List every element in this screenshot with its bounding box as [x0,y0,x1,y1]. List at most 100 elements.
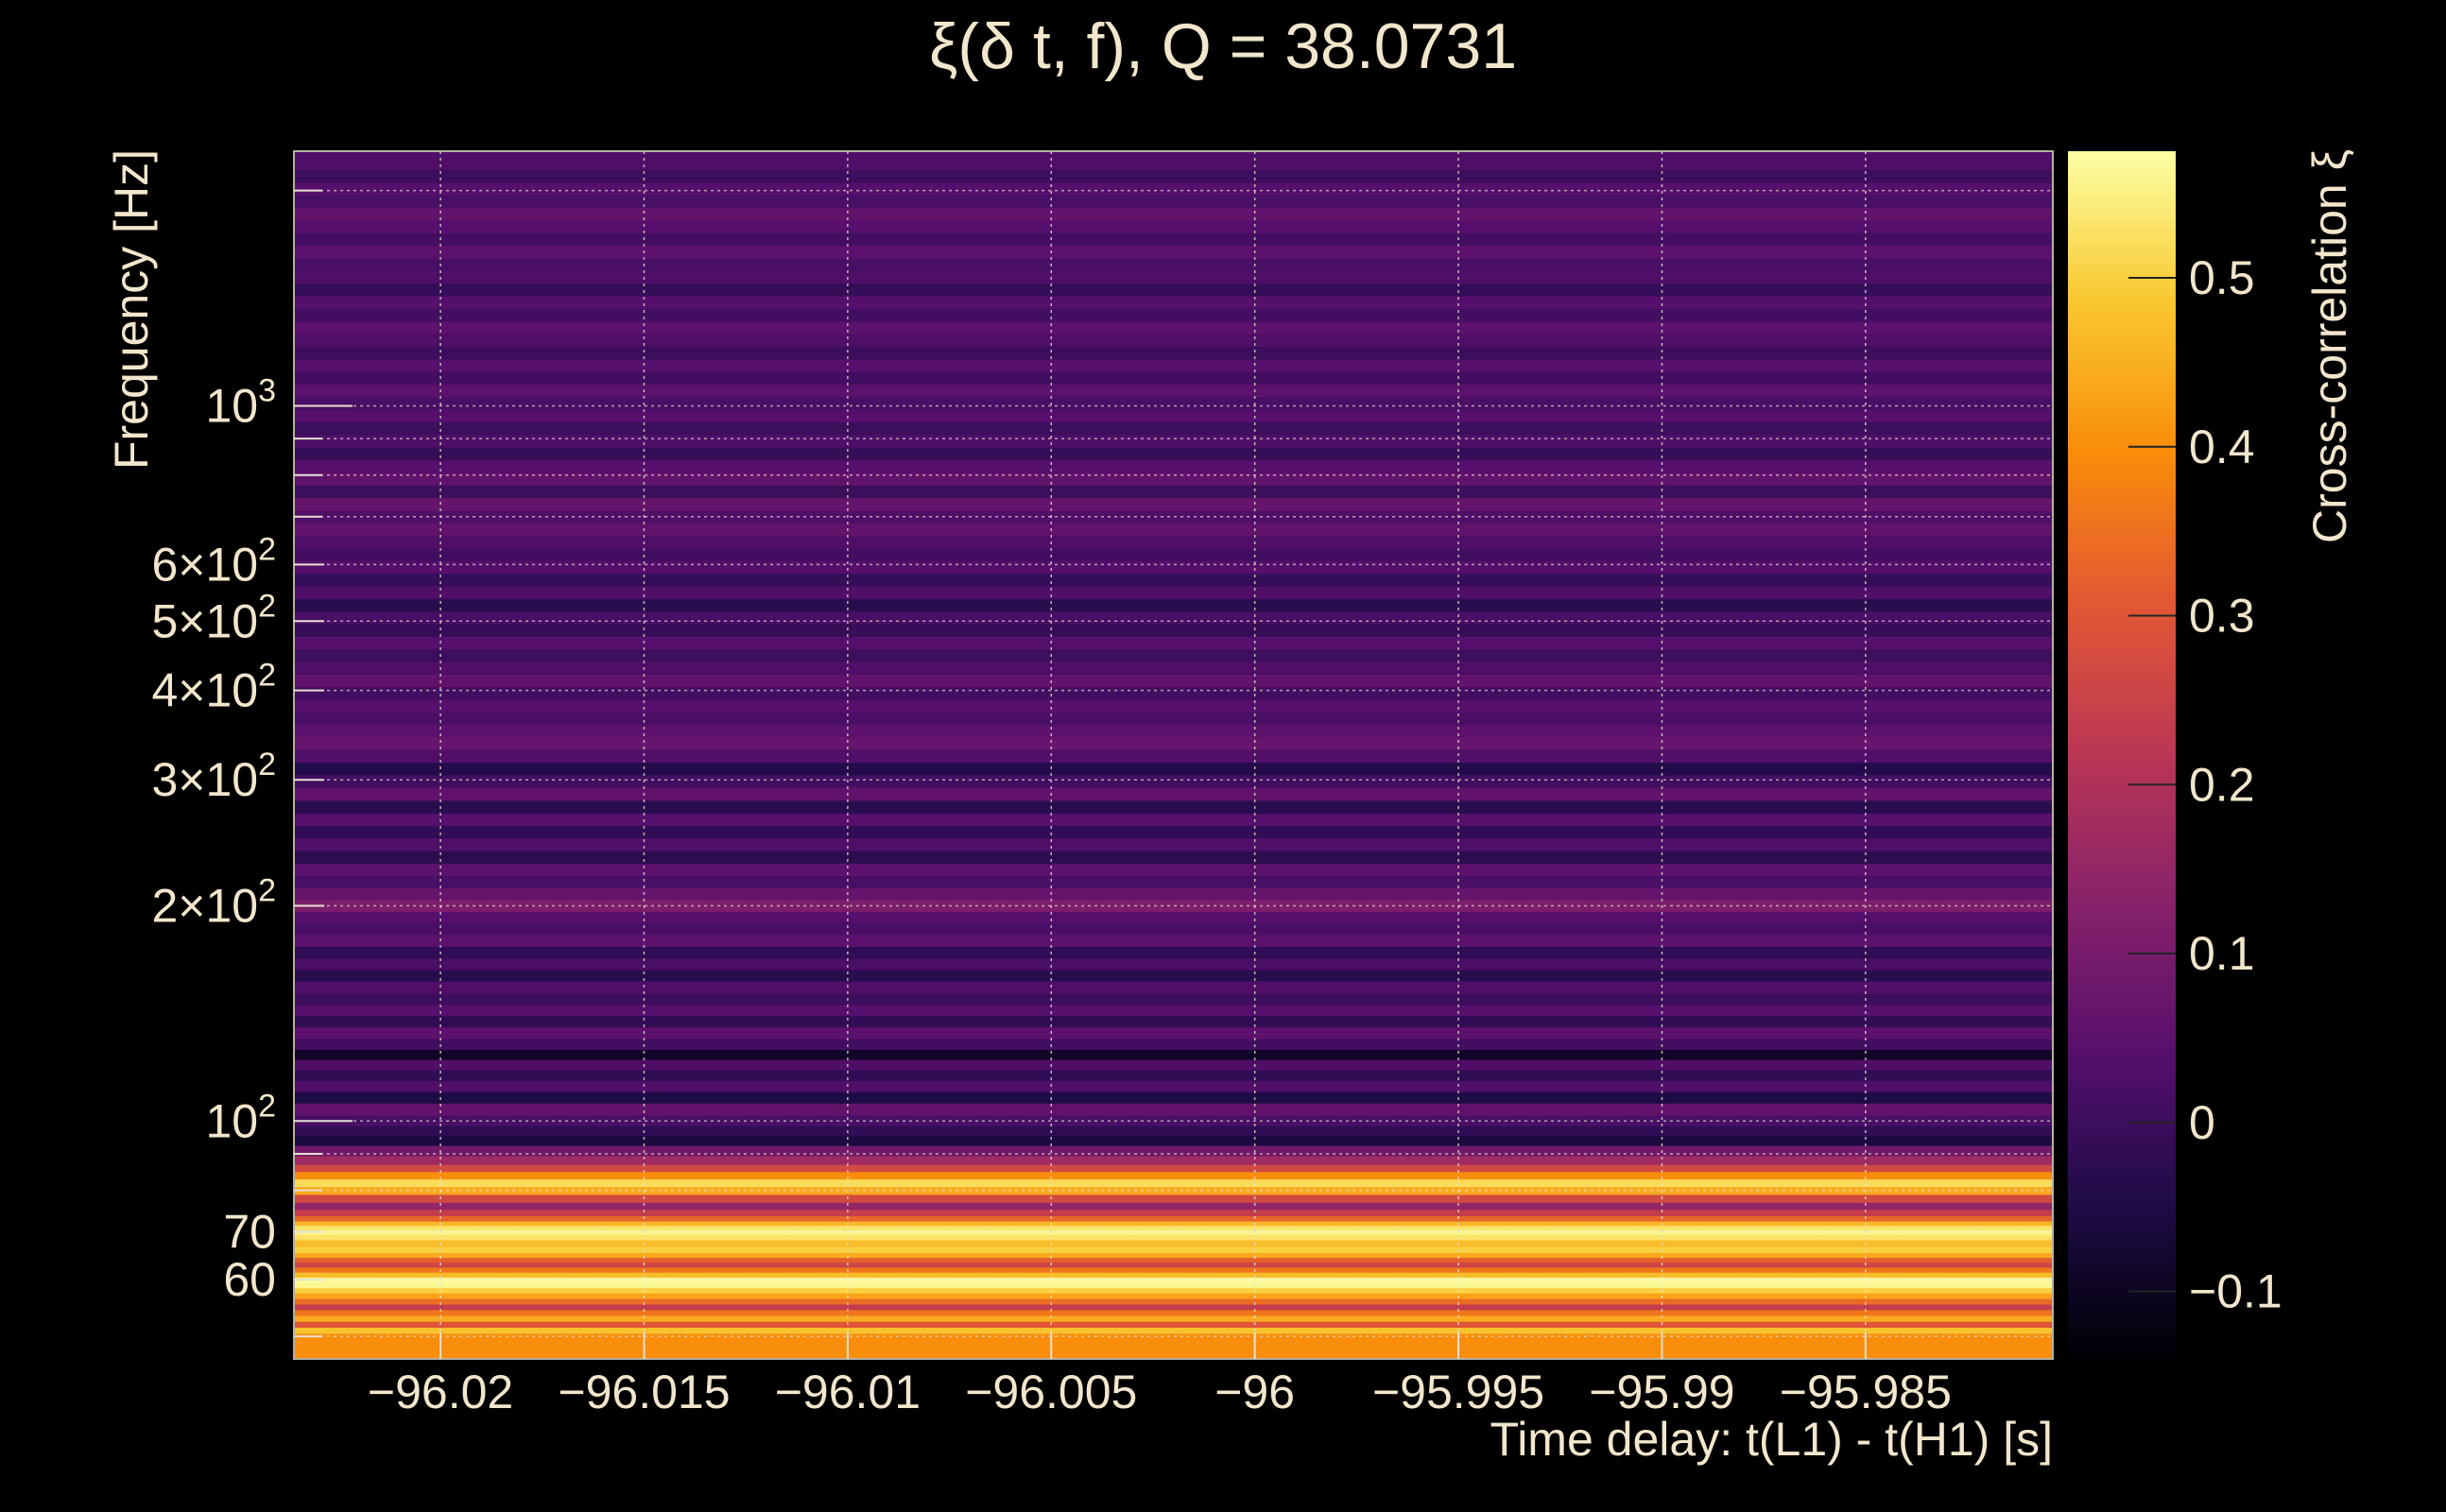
colorbar-tick-label: 0.4 [2189,421,2255,473]
heatmap-band [294,712,2053,725]
colorbar-segment [2068,890,2176,900]
heatmap-band [294,762,2053,776]
colorbar-segment [2068,385,2176,394]
heatmap-band [294,472,2053,486]
colorbar-segment [2068,1276,2176,1284]
heatmap-band [294,573,2053,587]
colorbar-segment [2068,241,2176,250]
heatmap-band [294,1125,2053,1137]
colorbar-segment [2068,400,2176,409]
heatmap-band [294,799,2053,815]
colorbar-segment [2068,1041,2176,1051]
colorbar-segment [2068,860,2176,869]
colorbar-segment [2068,226,2176,235]
colorbar-segment [2068,566,2176,575]
heatmap-band [294,686,2053,700]
heatmap-band [294,1209,2053,1217]
colorbar-segment [2068,1321,2176,1330]
heatmap-band [294,969,2053,982]
colorbar-segment [2068,1306,2176,1314]
colorbar-segment [2068,211,2176,220]
x-tick-label: −96 [1214,1366,1295,1418]
colorbar-segment [2068,158,2176,167]
colorbar-segment [2068,173,2176,182]
colorbar-segment [2068,468,2176,477]
heatmap-band [294,1026,2053,1040]
colorbar-segment [2068,430,2176,439]
heatmap-band [294,384,2053,398]
colorbar-segment [2068,717,2176,726]
heatmap-band [294,1321,2053,1329]
colorbar-segment [2068,543,2176,552]
heatmap-band [294,1015,2053,1028]
colorbar-segment [2068,799,2176,809]
heatmap-band [294,409,2053,422]
heatmap-band [294,560,2053,575]
colorbar-segment [2068,317,2176,326]
colorbar-segment [2068,664,2176,673]
colorbar-segment [2068,203,2176,213]
colorbar-segment [2068,1140,2176,1148]
colorbar-segment [2068,264,2176,273]
heatmap-band [294,787,2053,801]
colorbar-segment [2068,347,2176,356]
colorbar-segment [2068,1344,2176,1352]
heatmap-band [294,1293,2053,1299]
colorbar-segment [2068,1283,2176,1292]
y-tick-label: 5×102 [151,588,276,647]
colorbar-segment [2068,755,2176,764]
heatmap-band [294,1327,2053,1334]
colorbar-segment [2068,415,2176,424]
heatmap-band [294,308,2053,322]
colorbar-segment [2068,936,2176,945]
heatmap-band [294,195,2053,209]
colorbar-segment [2068,362,2176,371]
colorbar-segment [2068,558,2176,567]
heatmap-band [294,837,2053,851]
colorbar-segment [2068,905,2176,915]
heatmap-band [294,1144,2053,1157]
colorbar-segment [2068,218,2176,228]
colorbar-tick-label: 0.2 [2189,758,2255,811]
colorbar-tick-label: 0.5 [2189,251,2255,304]
colorbar-segment [2068,460,2176,470]
heatmap-band [294,320,2053,335]
heatmap-band [294,992,2053,1005]
heatmap-band [294,1303,2053,1311]
colorbar-segment [2068,589,2176,597]
heatmap-band [294,674,2053,688]
heatmap-band [294,1049,2053,1060]
colorbar-segment [2068,392,2176,402]
heatmap-band [294,900,2053,912]
colorbar-segment [2068,695,2176,703]
heatmap-band [294,1281,2053,1289]
colorbar-segment [2068,777,2176,786]
x-tick-label: −95.995 [1372,1366,1544,1418]
colorbar-segment [2068,301,2176,311]
colorbar-segment [2068,1064,2176,1074]
colorbar-segment [2068,604,2176,612]
heatmap-band [294,1178,2053,1188]
heatmap-band [294,1164,2053,1173]
colorbar-segment [2068,165,2176,175]
colorbar-segment [2068,294,2176,303]
colorbar-segment [2068,822,2176,832]
x-tick-label: −95.985 [1780,1366,1952,1418]
colorbar-segment [2068,883,2176,892]
heatmap-band [294,169,2053,183]
colorbar-segment [2068,1200,2176,1209]
colorbar-segment [2068,1336,2176,1345]
colorbar-segment [2068,180,2176,190]
heatmap-band [294,510,2053,524]
colorbar-segment [2068,845,2176,854]
heatmap-band [294,922,2053,936]
heatmap-band [294,648,2053,662]
colorbar-segment [2068,1298,2176,1307]
heatmap-band [294,1194,2053,1203]
colorbar-segment [2068,1079,2176,1089]
heatmap-band [294,1297,2053,1305]
heatmap-band [294,1171,2053,1180]
heatmap-band [294,1135,2053,1146]
heatmap-band [294,1069,2053,1081]
heatmap-band [294,748,2053,764]
